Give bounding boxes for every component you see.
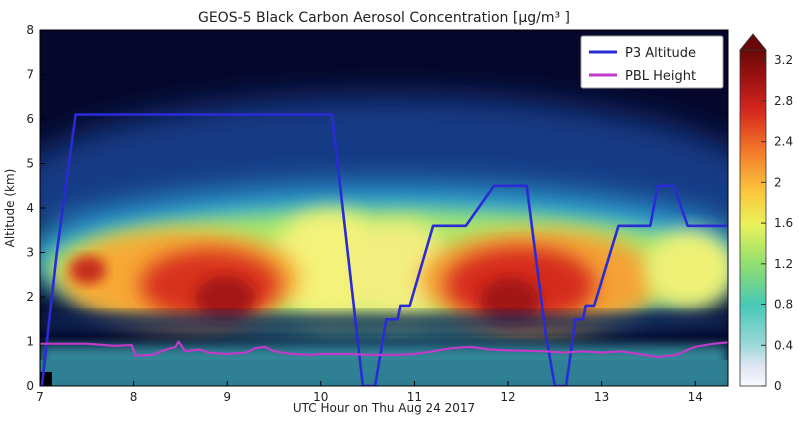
- legend-label-pbl-height: PBL Height: [625, 69, 696, 84]
- x-axis-ticks: 7 8 9 10 11 12 13 14: [36, 381, 703, 404]
- colorbar-tick-label: 1.2: [774, 257, 793, 271]
- concentration-heatmap: [40, 30, 728, 386]
- y-axis-ticks: 0 1 2 3 4 5 6 7 8: [26, 23, 45, 393]
- y-tick-label: 1: [26, 335, 34, 349]
- x-tick-label: 10: [313, 390, 328, 404]
- colorbar-ticks: 0 0.4 0.8 1.2 1.6 2 2.4 2.8 3.2: [761, 53, 793, 393]
- heatmap-region-dark-shelf: [40, 312, 728, 332]
- x-tick-label: 7: [36, 390, 44, 404]
- colorbar-tick-label: 1.6: [774, 216, 793, 230]
- colorbar-tick-label: 0.4: [774, 338, 793, 352]
- heatmap-region-left-red-core: [195, 276, 255, 320]
- colorbar: 0 0.4 0.8 1.2 1.6 2 2.4 2.8 3.2: [739, 33, 793, 393]
- y-tick-label: 7: [26, 68, 34, 82]
- heatmap-region-yellow-mid2: [350, 220, 450, 320]
- series-line-pbl-height: [40, 340, 728, 359]
- series-line-p3-altitude: [40, 113, 728, 386]
- heatmap-region-right-yellow-edge: [645, 230, 728, 310]
- y-tick-label: 5: [26, 157, 34, 171]
- colorbar-tick-label: 0.8: [774, 298, 793, 312]
- legend-label-p3-altitude: P3 Altitude: [625, 46, 696, 61]
- legend: P3 Altitude PBL Height: [580, 35, 724, 89]
- chart-title: GEOS-5 Black Carbon Aerosol Concentratio…: [198, 10, 570, 26]
- colorbar-tick-label: 3.2: [774, 53, 793, 67]
- y-tick-label: 0: [26, 379, 34, 393]
- colorbar-tick-label: 2: [774, 175, 782, 189]
- heatmap-region-left-red-spot: [70, 256, 106, 284]
- colorbar-tick-label: 2.4: [774, 135, 793, 149]
- series-layer: [40, 113, 728, 386]
- heatmap-region-right-red-core: [480, 278, 540, 322]
- y-tick-label: 8: [26, 23, 34, 37]
- x-tick-label: 8: [130, 390, 138, 404]
- x-tick-label: 12: [500, 390, 515, 404]
- colorbar-gradient: [739, 49, 767, 387]
- colorbar-extend-arrow: [739, 33, 767, 51]
- x-axis-label: UTC Hour on Thu Aug 24 2017: [293, 401, 475, 415]
- x-tick-label: 14: [688, 390, 703, 404]
- colorbar-tick-label: 0: [774, 379, 782, 393]
- colorbar-tick-label: 2.8: [774, 94, 793, 108]
- y-tick-label: 2: [26, 290, 34, 304]
- y-tick-label: 6: [26, 112, 34, 126]
- x-tick-label: 11: [407, 390, 422, 404]
- y-tick-label: 3: [26, 246, 34, 260]
- y-axis-label: Altitude (km): [3, 169, 17, 248]
- x-tick-label: 9: [223, 390, 231, 404]
- heatmap-region-surface-low: [40, 360, 728, 386]
- y-tick-label: 4: [26, 201, 34, 215]
- x-tick-label: 13: [594, 390, 609, 404]
